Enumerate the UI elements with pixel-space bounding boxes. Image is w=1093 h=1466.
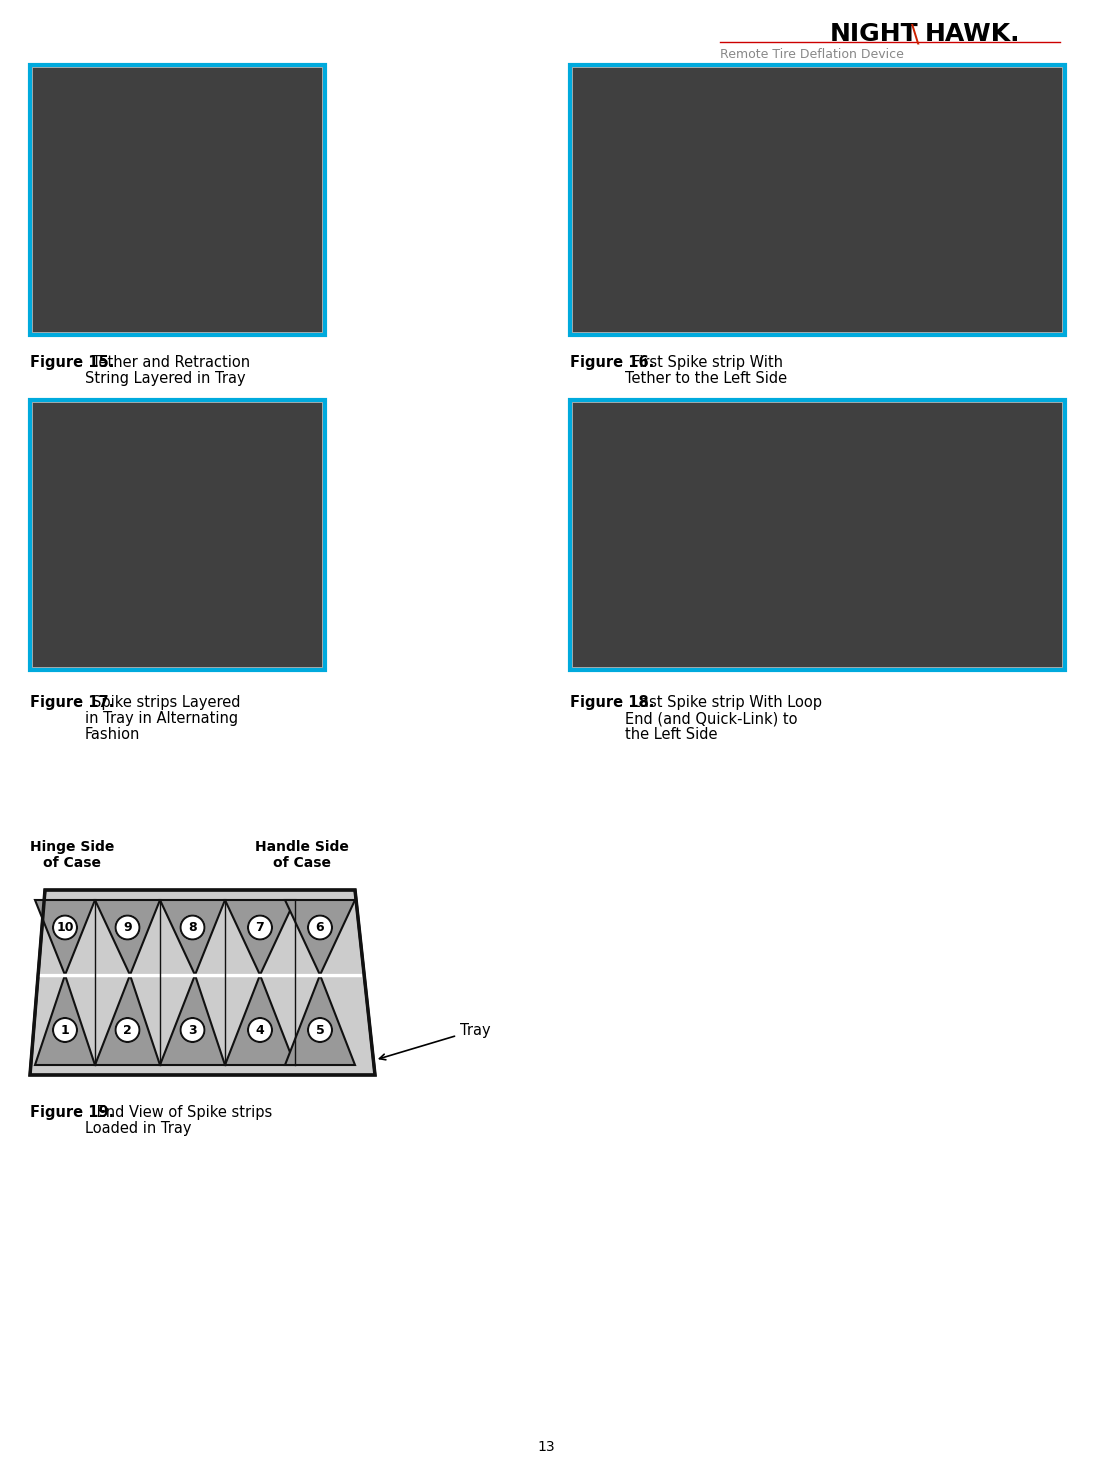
Text: 8: 8 — [188, 921, 197, 934]
Circle shape — [308, 915, 332, 940]
Circle shape — [248, 1017, 272, 1042]
Text: 7: 7 — [256, 921, 265, 934]
Text: 9: 9 — [124, 921, 132, 934]
Polygon shape — [95, 975, 160, 1064]
Text: End (and Quick-Link) to: End (and Quick-Link) to — [625, 711, 798, 726]
Circle shape — [308, 1017, 332, 1042]
Text: 5: 5 — [316, 1023, 325, 1036]
Text: 1: 1 — [60, 1023, 69, 1036]
Text: 13: 13 — [537, 1440, 555, 1454]
FancyBboxPatch shape — [30, 400, 325, 670]
Text: Figure 19.: Figure 19. — [30, 1105, 115, 1120]
FancyBboxPatch shape — [30, 65, 325, 336]
Polygon shape — [30, 890, 375, 1075]
Circle shape — [180, 915, 204, 940]
Text: Figure 16.: Figure 16. — [571, 355, 655, 369]
Polygon shape — [160, 975, 225, 1064]
Text: 3: 3 — [188, 1023, 197, 1036]
FancyBboxPatch shape — [33, 67, 322, 331]
Text: Tether and Retraction: Tether and Retraction — [92, 355, 250, 369]
Text: $\backslash$: $\backslash$ — [910, 22, 920, 45]
FancyBboxPatch shape — [33, 403, 322, 667]
Text: 4: 4 — [256, 1023, 265, 1036]
Polygon shape — [35, 900, 95, 975]
Polygon shape — [95, 900, 160, 975]
FancyBboxPatch shape — [573, 67, 1062, 331]
Text: Last Spike strip With Loop: Last Spike strip With Loop — [632, 695, 822, 710]
Polygon shape — [225, 900, 295, 975]
Text: Hinge Side
of Case: Hinge Side of Case — [30, 840, 115, 871]
FancyBboxPatch shape — [571, 400, 1065, 670]
Text: NIGHT: NIGHT — [830, 22, 918, 45]
Polygon shape — [285, 975, 355, 1064]
Text: 10: 10 — [56, 921, 73, 934]
Polygon shape — [285, 900, 355, 975]
Circle shape — [52, 915, 77, 940]
Text: Remote Tire Deflation Device: Remote Tire Deflation Device — [720, 48, 904, 62]
Text: the Left Side: the Left Side — [625, 727, 717, 742]
Text: First Spike strip With: First Spike strip With — [632, 355, 783, 369]
Text: 6: 6 — [316, 921, 325, 934]
Text: Figure 15.: Figure 15. — [30, 355, 115, 369]
Circle shape — [180, 1017, 204, 1042]
Circle shape — [116, 915, 140, 940]
Polygon shape — [35, 975, 95, 1064]
Text: in Tray in Alternating: in Tray in Alternating — [85, 711, 238, 726]
Text: 2: 2 — [124, 1023, 132, 1036]
Circle shape — [52, 1017, 77, 1042]
FancyBboxPatch shape — [571, 65, 1065, 336]
Text: Tray: Tray — [379, 1022, 491, 1060]
FancyBboxPatch shape — [573, 403, 1062, 667]
Text: End View of Spike strips: End View of Spike strips — [92, 1105, 272, 1120]
Text: Handle Side
of Case: Handle Side of Case — [255, 840, 349, 871]
Text: Figure 17.: Figure 17. — [30, 695, 115, 710]
Text: Tether to the Left Side: Tether to the Left Side — [625, 371, 787, 386]
Text: Spike strips Layered: Spike strips Layered — [92, 695, 240, 710]
Text: Loaded in Tray: Loaded in Tray — [85, 1121, 191, 1136]
Polygon shape — [225, 975, 295, 1064]
Circle shape — [248, 915, 272, 940]
Text: HAWK.: HAWK. — [925, 22, 1021, 45]
Polygon shape — [160, 900, 225, 975]
Circle shape — [116, 1017, 140, 1042]
Text: Fashion: Fashion — [85, 727, 140, 742]
Text: Figure 18.: Figure 18. — [571, 695, 655, 710]
Text: String Layered in Tray: String Layered in Tray — [85, 371, 246, 386]
